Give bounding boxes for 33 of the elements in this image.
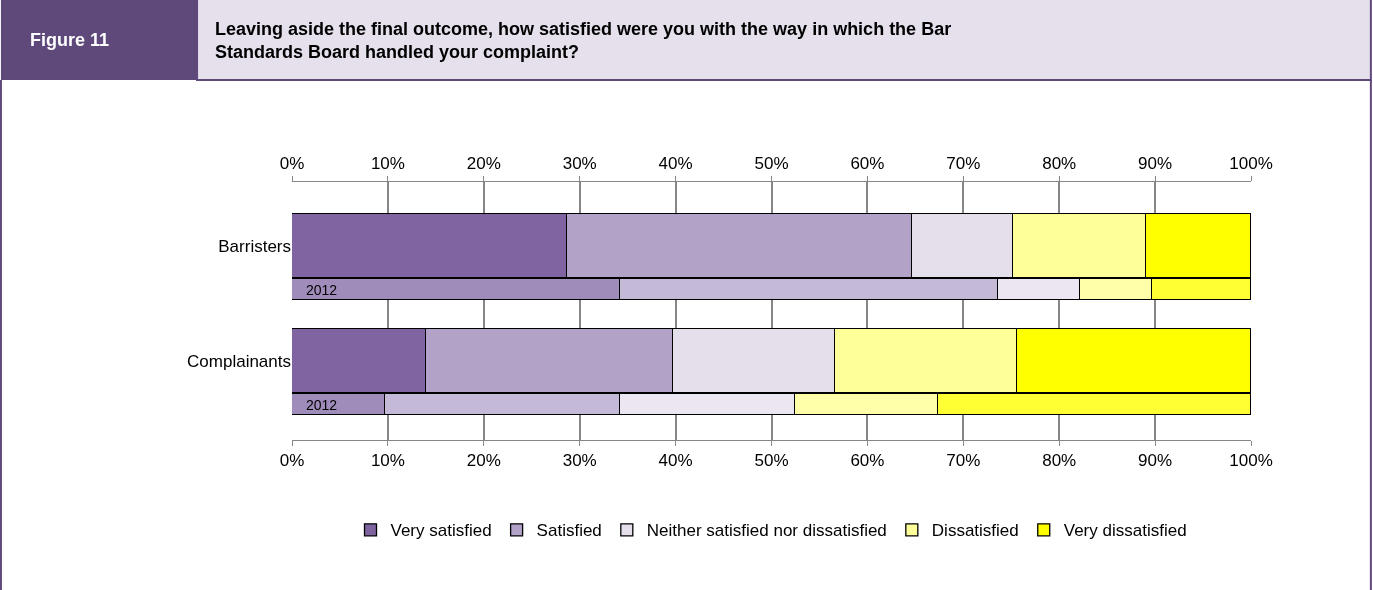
x-tick-label: 40% <box>658 451 693 471</box>
x2-tick-label: 70% <box>946 154 981 174</box>
legend-label: Neither satisfied nor dissatisfied <box>646 521 887 541</box>
x2-tick-label: 50% <box>754 154 789 174</box>
x2-tick-label: 20% <box>466 154 501 174</box>
x2-tick-label: 10% <box>370 154 405 174</box>
legend-label: Very dissatisfied <box>1063 521 1187 541</box>
x-tick-label: 80% <box>1042 451 1077 471</box>
x-tick-label: 100% <box>1229 451 1273 471</box>
annotation: 2012 <box>306 282 338 298</box>
x2-tick-label: 40% <box>658 154 693 174</box>
annotation: 2012 <box>306 397 338 413</box>
x-tick-label: 20% <box>466 451 501 471</box>
x2-tick-label: 90% <box>1138 154 1173 174</box>
y-tick-label: Barristers <box>218 236 291 256</box>
x2-tick-label: 80% <box>1042 154 1077 174</box>
x-tick-label: 0% <box>279 451 305 471</box>
x-tick-label: 90% <box>1138 451 1173 471</box>
y-tick-label: Complainants <box>187 351 291 371</box>
x-tick-label: 60% <box>850 451 885 471</box>
x-tick-label: 70% <box>946 451 981 471</box>
x2-tick-label: 60% <box>850 154 885 174</box>
x-tick-label: 50% <box>754 451 789 471</box>
text: Figure 11 <box>30 30 110 50</box>
legend-label: Satisfied <box>536 521 602 541</box>
legend-label: Dissatisfied <box>931 521 1019 541</box>
chart-title: Leaving aside the final outcome, how satisfied were you with the way in which the Bar Standards Board handled your complaint? <box>215 19 952 63</box>
x-tick-label: 30% <box>562 451 597 471</box>
legend-label: Very satisfied <box>390 521 492 541</box>
x-tick-label: 10% <box>370 451 405 471</box>
x2-tick-label: 0% <box>279 154 305 174</box>
x2-tick-label: 30% <box>562 154 597 174</box>
x2-tick-label: 100% <box>1229 154 1273 174</box>
